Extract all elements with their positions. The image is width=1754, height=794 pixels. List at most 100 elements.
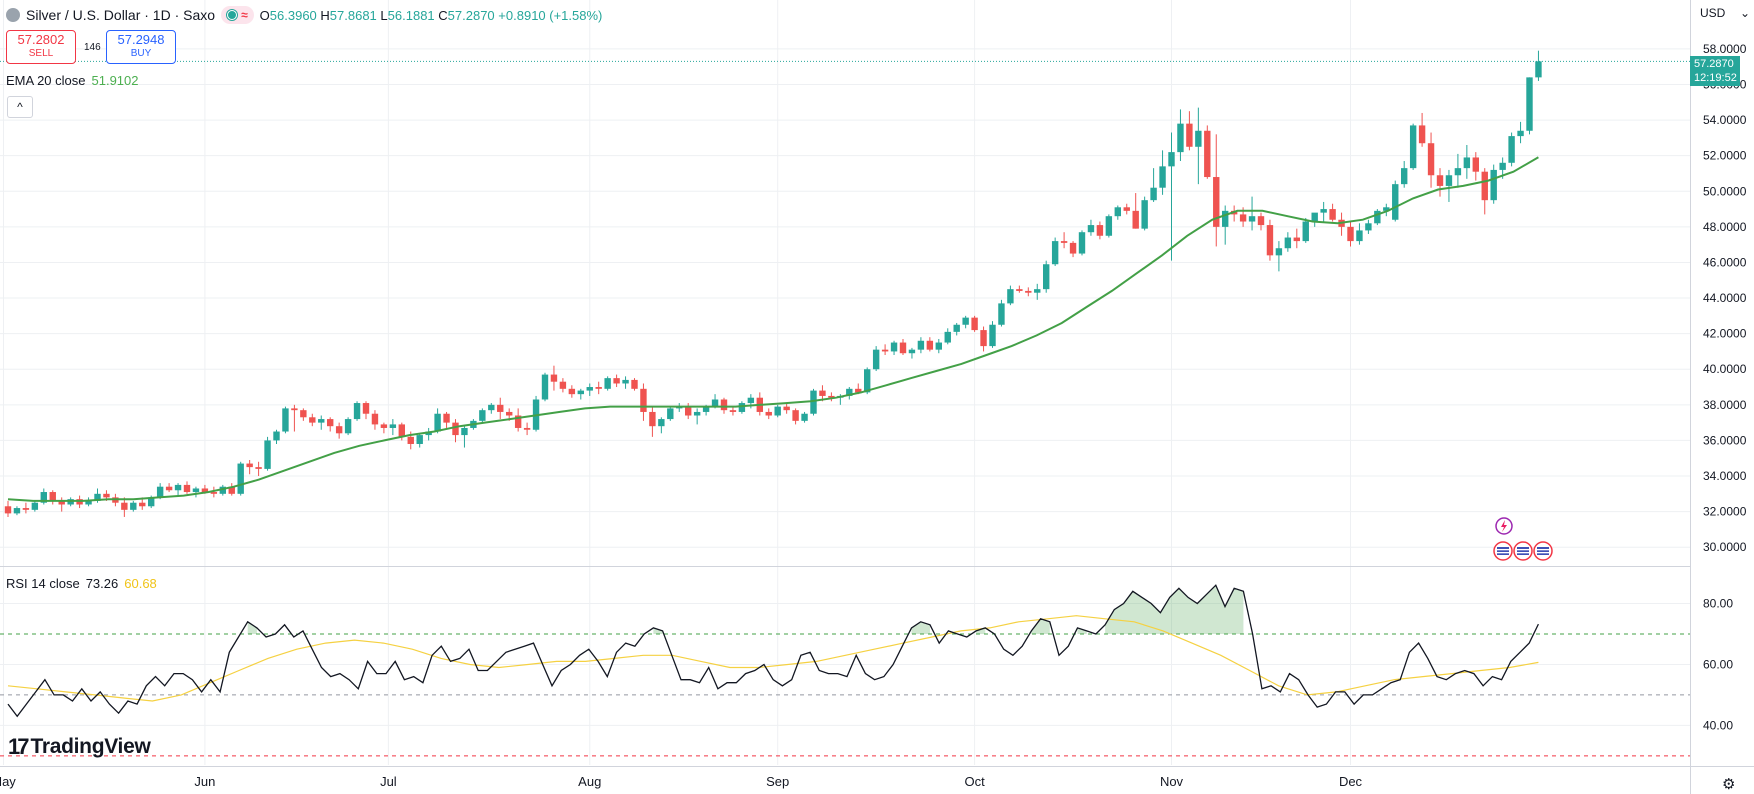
us-flag-icon[interactable] — [1513, 541, 1533, 561]
settings-icon[interactable]: ⚙ — [1722, 776, 1736, 793]
us-flag-icon[interactable] — [1533, 541, 1553, 561]
y-tick-label: 50.0000 — [1703, 184, 1747, 198]
rsi-line — [7, 584, 1539, 718]
candle-body — [1132, 210, 1139, 229]
candle-body — [228, 486, 235, 494]
candle-body — [917, 340, 925, 350]
y-tick-label: 44.0000 — [1703, 291, 1747, 305]
candle-body — [461, 427, 468, 436]
candle-body — [1302, 221, 1309, 242]
candle-body — [1114, 207, 1121, 217]
candle-body — [890, 342, 898, 352]
rsi-y-tick-label: 60.00 — [1703, 657, 1733, 671]
event-icons[interactable] — [1493, 517, 1553, 561]
rsi-overbought-fill — [1077, 627, 1087, 634]
candle-body — [49, 492, 56, 501]
lightning-icon — [1501, 520, 1507, 532]
candle-body — [165, 486, 173, 491]
candle-body — [1535, 61, 1542, 78]
candle-body — [1078, 232, 1086, 254]
symbol-title[interactable]: Silver / U.S. Dollar · 1D · Saxo — [26, 7, 216, 23]
y-tick-label: 36.0000 — [1703, 433, 1747, 447]
candle-body — [1275, 248, 1283, 256]
candle-body — [1481, 171, 1488, 201]
candle-body — [318, 419, 325, 423]
symbol-legend[interactable]: Silver / U.S. Dollar · 1D · Saxo ≈ O56.3… — [6, 4, 602, 26]
candle-body — [944, 331, 951, 343]
candle-body — [729, 410, 737, 412]
candle-body — [1418, 125, 1426, 144]
logo-text: TradingView — [30, 735, 151, 758]
candle-body — [899, 342, 907, 354]
sell-button[interactable]: 57.2802 SELL — [6, 30, 76, 64]
candle-body — [953, 324, 960, 332]
candle-body — [1454, 168, 1462, 176]
tradingview-logo[interactable]: 17 TradingView — [8, 734, 151, 760]
candle-body — [1401, 168, 1408, 185]
candle-body — [962, 317, 969, 325]
spread-value: 146 — [84, 41, 101, 53]
candle-body — [1320, 209, 1327, 213]
candle-body — [362, 403, 370, 414]
y-tick-label: 34.0000 — [1703, 469, 1747, 483]
ema-value: 51.9102 — [91, 73, 139, 88]
candle-body — [819, 390, 826, 396]
candle-body — [855, 388, 862, 393]
rsi-legend[interactable]: RSI 14 close 73.26 60.68 — [6, 576, 157, 591]
candle-body — [667, 408, 674, 420]
candle-body — [192, 488, 200, 493]
candle-body — [1123, 207, 1130, 211]
buy-button[interactable]: 57.2948 BUY — [106, 30, 176, 64]
buy-price: 57.2948 — [117, 32, 165, 47]
ema-line — [7, 156, 1539, 502]
candle-body — [1374, 210, 1381, 224]
candle-body — [1284, 237, 1292, 249]
candle-body — [864, 369, 871, 393]
candle-body — [1043, 264, 1050, 290]
candle-body — [434, 413, 441, 432]
currency-selector[interactable]: USD ⌄ — [1700, 6, 1750, 20]
candle-body — [738, 403, 746, 412]
candle-body — [291, 408, 298, 411]
candle-body — [488, 404, 495, 411]
collapse-legend-button[interactable]: ^ — [7, 96, 33, 118]
chevron-up-icon: ^ — [17, 100, 23, 114]
candle-body — [371, 413, 379, 425]
ema-legend[interactable]: EMA 20 close 51.9102 — [6, 73, 139, 88]
candle-body — [255, 467, 262, 469]
chevron-down-icon: ⌄ — [1739, 6, 1750, 20]
rsi-plot — [0, 584, 1690, 757]
y-tick-label: 54.0000 — [1703, 113, 1747, 127]
candle-body — [4, 506, 12, 514]
candle-body — [85, 500, 92, 505]
candle-body — [1150, 187, 1157, 201]
candle-body — [201, 488, 209, 493]
candle-body — [497, 404, 504, 412]
candle-body — [1257, 216, 1265, 226]
candle-body — [1356, 230, 1363, 242]
candle-body — [237, 463, 244, 494]
candle-body — [1213, 177, 1220, 227]
ohlc-values: O56.3960 H57.8681 L56.1881 C57.2870 +0.8… — [259, 7, 603, 23]
candle-body — [541, 374, 549, 400]
market-status-pill[interactable]: ≈ — [221, 6, 254, 24]
candle-body — [22, 508, 30, 510]
candle-body — [246, 463, 253, 468]
buy-label: BUY — [130, 48, 152, 59]
candle-body — [309, 417, 316, 423]
candle-body — [273, 431, 280, 441]
candle-body — [40, 492, 47, 503]
candle-body — [1204, 130, 1211, 178]
last-price: 57.2870 — [1694, 58, 1734, 70]
candle-body — [1239, 214, 1247, 222]
candle-body — [13, 508, 21, 514]
candle-body — [702, 406, 710, 412]
chart-grid — [0, 0, 1690, 765]
candle-body — [1248, 216, 1256, 222]
y-tick-label: 52.0000 — [1703, 149, 1747, 163]
candle-body — [506, 411, 513, 416]
candle-body — [747, 397, 755, 404]
us-flag-icon[interactable] — [1493, 541, 1513, 561]
candle-body — [783, 406, 790, 411]
